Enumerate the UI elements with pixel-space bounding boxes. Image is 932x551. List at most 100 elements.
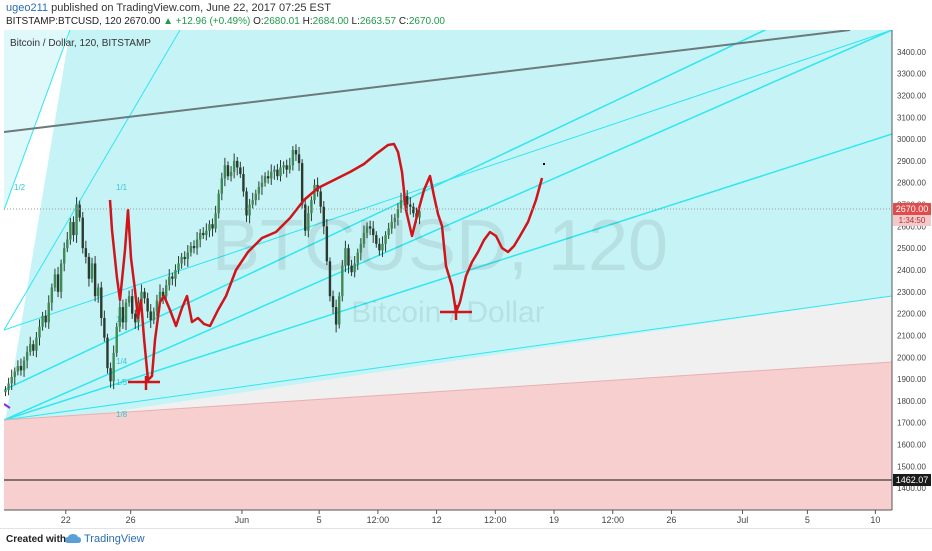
candle-body xyxy=(69,222,72,240)
hand-drawn-annotation[interactable] xyxy=(4,142,545,409)
candle-body xyxy=(248,204,251,216)
tradingview-brand-link[interactable]: TradingView xyxy=(84,533,145,545)
close-value: 2670.00 xyxy=(408,16,445,27)
candle-body xyxy=(195,239,199,249)
candle-body xyxy=(106,337,109,369)
candle-body xyxy=(84,248,88,257)
candle-body xyxy=(214,213,217,229)
time-tick-label: Jun xyxy=(235,515,250,525)
time-tick-label: 5 xyxy=(805,515,810,525)
candle-body xyxy=(180,256,183,264)
candle-body xyxy=(29,344,32,352)
candle-body xyxy=(4,390,7,393)
quote-line: BITSTAMP:BTCUSD, 120 2670.00 ▲ +12.96 (+… xyxy=(6,16,445,27)
resistance-line[interactable] xyxy=(4,30,851,133)
candle-body xyxy=(254,193,257,201)
candle-body xyxy=(375,235,378,244)
candle-body xyxy=(334,307,338,325)
candle-body xyxy=(319,191,322,207)
candle-body xyxy=(226,165,230,177)
candle-body xyxy=(365,226,369,233)
candle-body xyxy=(140,291,143,303)
candle-series xyxy=(4,144,421,397)
candle-body xyxy=(347,248,350,266)
candle-body xyxy=(338,296,341,325)
fan-label: 1/1 xyxy=(116,183,128,192)
candle-body xyxy=(270,171,273,179)
candle-body xyxy=(78,204,81,218)
price-tick-label: 1800.00 xyxy=(897,397,926,406)
candle-body xyxy=(288,165,291,170)
candle-body xyxy=(63,248,66,264)
fan-line xyxy=(4,30,892,421)
fan-line xyxy=(4,361,892,421)
time-tick-label: 12:00 xyxy=(601,515,624,525)
candle-body xyxy=(22,360,26,371)
price-axis[interactable] xyxy=(892,30,932,528)
candle-body xyxy=(59,263,63,292)
candle-body xyxy=(164,285,168,297)
candle-body xyxy=(35,337,38,351)
countdown-label: 1:34:50 xyxy=(899,216,926,225)
author-link[interactable]: ugeo211 xyxy=(6,2,49,14)
candle-body xyxy=(390,222,393,229)
candle-body xyxy=(399,200,403,209)
open-value: 2680.01 xyxy=(263,16,300,27)
price-tick-label: 2100.00 xyxy=(897,331,926,340)
candle-body xyxy=(378,243,381,251)
price-tick-label: 2500.00 xyxy=(897,244,926,253)
candle-body xyxy=(155,300,159,312)
time-tick-label: 22 xyxy=(61,515,71,525)
candle-body xyxy=(53,274,57,288)
support-tag xyxy=(893,474,931,486)
candle-body xyxy=(19,366,23,371)
change-value: ▲ +12.96 (+0.49%) xyxy=(163,16,251,27)
price-tick-label: 3400.00 xyxy=(897,48,926,57)
last-price-tag-label: 2670.00 xyxy=(896,204,929,214)
candle-body xyxy=(381,243,384,251)
low-label: L: xyxy=(351,16,360,27)
candle-body xyxy=(161,291,165,297)
gann-fan[interactable]: 1/2 1/1 1/3 1/4 1/5 1/8 xyxy=(4,30,892,510)
price-tick-label: 3000.00 xyxy=(897,135,926,144)
candle-body xyxy=(202,232,205,236)
candle-body xyxy=(372,228,375,236)
candle-body xyxy=(236,160,239,168)
candle-body xyxy=(115,326,118,353)
time-tick-label: 10 xyxy=(870,515,880,525)
last-price-tag xyxy=(893,203,931,215)
candle-body xyxy=(41,315,44,327)
price-tick-label: 2900.00 xyxy=(897,157,926,166)
price-tick-label: 2800.00 xyxy=(897,179,926,188)
time-tick-label: 19 xyxy=(549,515,559,525)
candle-body xyxy=(127,296,131,303)
candle-body xyxy=(143,291,146,299)
price-tick-label: 2600.00 xyxy=(897,222,926,231)
candle-body xyxy=(93,263,97,297)
close-label: C: xyxy=(398,16,409,27)
candle-body xyxy=(291,150,295,166)
chart-title: Bitcoin / Dollar, 120, BITSTAMP xyxy=(10,38,151,49)
candle-body xyxy=(44,315,47,323)
candle-body xyxy=(56,274,60,292)
candle-body xyxy=(149,311,152,321)
candle-body xyxy=(279,167,282,177)
price-chart[interactable]: 1/2 1/1 1/3 1/4 1/5 1/8 BTCUSD, 120 Bitc… xyxy=(0,30,932,528)
candle-body xyxy=(384,235,387,244)
candle-body xyxy=(174,270,177,279)
candle-body xyxy=(103,318,106,338)
candle-body xyxy=(38,326,41,338)
fan-label: 1/5 xyxy=(116,378,128,387)
candle-body xyxy=(273,169,276,172)
candle-body xyxy=(192,246,196,249)
candle-body xyxy=(418,211,421,218)
candle-body xyxy=(72,222,75,236)
candle-body xyxy=(341,265,344,297)
published-text: published on TradingView.com, June 22, 2… xyxy=(51,2,331,14)
candle-body xyxy=(124,302,128,323)
time-tick-label: 12:00 xyxy=(484,515,507,525)
candle-body xyxy=(328,261,332,297)
symbol-label[interactable]: BITSTAMP:BTCUSD, 120 xyxy=(6,16,122,27)
candle-body xyxy=(356,252,359,264)
price-tick-label: 2200.00 xyxy=(897,310,926,319)
